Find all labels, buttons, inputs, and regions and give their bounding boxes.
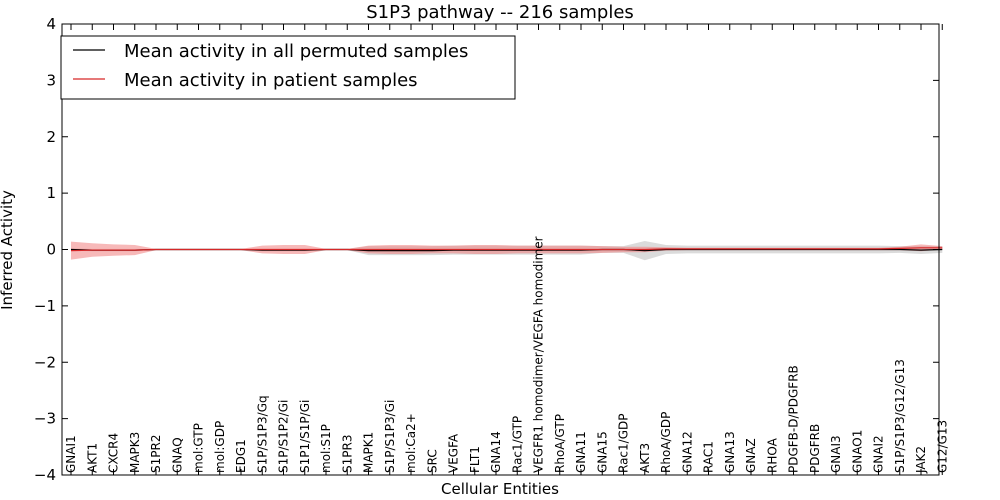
x-tick-label: GNAI3 bbox=[829, 435, 843, 473]
x-tick-label: mol:GTP bbox=[192, 423, 206, 473]
x-tick-label: GNA12 bbox=[680, 431, 694, 473]
x-tick-label: GNAO1 bbox=[850, 430, 864, 473]
x-tick-label: MAPK1 bbox=[362, 432, 376, 473]
line-series-patient bbox=[70, 247, 943, 252]
x-tick-label: EDG1 bbox=[234, 439, 248, 473]
x-tick-label: PDGFRB bbox=[808, 424, 822, 473]
x-tick-label: PDGFB-D/PDGFRB bbox=[787, 365, 801, 473]
x-tick-label: RhoA/GDP bbox=[659, 412, 673, 473]
x-tick-label: GNA13 bbox=[723, 431, 737, 473]
x-tick-label: S1PR2 bbox=[149, 435, 163, 473]
y-tick-label: 3 bbox=[46, 71, 56, 89]
y-tick-label: 2 bbox=[46, 128, 56, 146]
legend-label-patient: Mean activity in patient samples bbox=[124, 70, 418, 91]
x-tick-label: GNA15 bbox=[595, 431, 609, 473]
y-tick-label: 0 bbox=[46, 241, 56, 259]
x-tick-label: S1P/S1P3/Gi bbox=[383, 400, 397, 473]
x-tick-label: Rac1/GDP bbox=[617, 414, 631, 473]
x-tick-label: CXCR4 bbox=[107, 433, 121, 473]
x-tick-label: Rac1/GTP bbox=[510, 416, 524, 473]
x-axis-title: Cellular Entities bbox=[441, 480, 559, 498]
y-tick-label: −4 bbox=[34, 466, 56, 484]
x-axis: GNAI1 AKT1 CXCR4 MAPK3 S1PR2 GNAQ mol:GTP mol:G… bbox=[64, 24, 949, 475]
y-tick-label: −3 bbox=[34, 410, 56, 428]
x-tick-label: GNAI2 bbox=[872, 435, 886, 473]
y-axis: −4 −3 −2 −1 0 1 2 3 4 bbox=[34, 15, 939, 484]
y-tick-label: 1 bbox=[46, 184, 56, 202]
y-axis-title: Inferred Activity bbox=[0, 190, 16, 310]
x-tick-label: mol:S1P bbox=[319, 424, 333, 473]
legend-label-permuted: Mean activity in all permuted samples bbox=[124, 41, 468, 62]
y-tick-label: 4 bbox=[46, 15, 56, 33]
x-tick-label: mol:GDP bbox=[213, 421, 227, 473]
x-tick-label: AKT1 bbox=[85, 443, 99, 473]
x-tick-label: S1P/S1P2/Gi bbox=[277, 400, 291, 473]
x-tick-label: AKT3 bbox=[638, 443, 652, 473]
legend-box bbox=[60, 35, 516, 100]
x-tick-label: VEGFR1 homodimer/VEGFA homodimer bbox=[532, 236, 546, 473]
x-tick-label: GNAQ bbox=[170, 437, 184, 473]
x-tick-label: S1P1/S1P/Gi bbox=[298, 400, 312, 473]
line-layer bbox=[70, 247, 943, 252]
x-tick-label: RAC1 bbox=[702, 441, 716, 473]
x-tick-label: S1P/S1P3/Gq bbox=[255, 395, 269, 473]
x-tick-label: S1P/S1P3/G12/G13 bbox=[893, 359, 907, 473]
x-tick-label: JAK2 bbox=[914, 446, 928, 474]
x-tick-label: G12/G13 bbox=[935, 420, 949, 473]
x-tick-label: GNA14 bbox=[489, 431, 503, 473]
x-tick-label: RhoA/GTP bbox=[553, 414, 567, 473]
x-tick-label: mol:Ca2+ bbox=[404, 413, 418, 473]
x-tick-label: SRC bbox=[425, 449, 439, 473]
legend: Mean activity in all permuted samples Me… bbox=[60, 35, 516, 100]
chart-title: S1P3 pathway -- 216 samples bbox=[366, 2, 634, 23]
x-tick-label: GNAI1 bbox=[64, 435, 78, 473]
y-tick-label: −2 bbox=[34, 353, 56, 371]
x-tick-label: VEGFA bbox=[447, 433, 461, 473]
x-tick-label: RHOA bbox=[765, 437, 779, 473]
x-tick-label: GNA11 bbox=[574, 431, 588, 473]
x-tick-label: S1PR3 bbox=[340, 435, 354, 473]
y-tick-label: −1 bbox=[34, 297, 56, 315]
x-tick-label: FLT1 bbox=[468, 446, 482, 473]
x-tick-label: MAPK3 bbox=[128, 432, 142, 473]
x-tick-label: GNAZ bbox=[744, 438, 758, 473]
